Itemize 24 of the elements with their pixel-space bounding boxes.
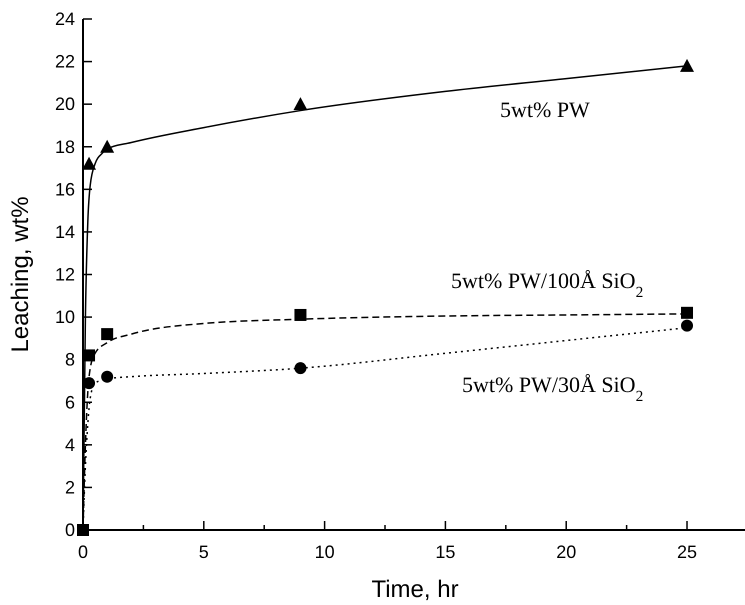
y-tick-label: 10 xyxy=(54,307,75,328)
y-tick-label: 2 xyxy=(64,477,75,498)
y-tick-label: 12 xyxy=(54,264,75,284)
y-tick-label: 0 xyxy=(64,520,75,540)
x-axis-title: Time, hr xyxy=(371,576,459,603)
y-tick-label: 4 xyxy=(64,434,75,455)
x-tick-label: 0 xyxy=(78,542,88,562)
x-tick-label: 15 xyxy=(435,542,456,562)
x-tick-label: 10 xyxy=(314,542,335,562)
y-tick-label: 16 xyxy=(54,179,75,200)
x-tick-label: 20 xyxy=(556,542,576,562)
x-tick-label: 5 xyxy=(198,542,209,562)
y-tick-label: 8 xyxy=(64,350,75,370)
y-tick-label: 14 xyxy=(54,222,75,242)
y-tick-label: 22 xyxy=(54,52,75,72)
annotation: 5wt% PW/30Å SiO$_{2}$ xyxy=(462,372,644,404)
y-tick-label: 18 xyxy=(54,136,75,157)
x-tick-label: 25 xyxy=(677,542,698,562)
annotation: 5wt% PW xyxy=(500,97,590,122)
annotation: 5wt% PW/100Å SiO$_{2}$ xyxy=(451,268,644,300)
y-tick-label: 20 xyxy=(54,94,75,114)
y-tick-label: 24 xyxy=(54,9,75,29)
y-tick-label: 6 xyxy=(64,392,75,412)
y-axis-title: Leaching, wt% xyxy=(7,196,34,353)
